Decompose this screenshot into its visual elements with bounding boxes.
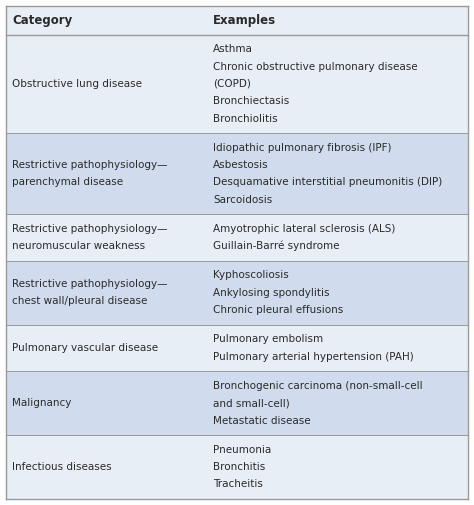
Text: Amyotrophic lateral sclerosis (ALS): Amyotrophic lateral sclerosis (ALS) — [213, 224, 395, 234]
Text: Category: Category — [12, 14, 72, 27]
Text: Pulmonary vascular disease: Pulmonary vascular disease — [12, 343, 158, 353]
Bar — [6, 261, 468, 325]
Bar — [6, 133, 468, 214]
Text: Tracheitis: Tracheitis — [213, 479, 263, 489]
Text: Restrictive pathophysiology—: Restrictive pathophysiology— — [12, 224, 167, 234]
Text: Chronic obstructive pulmonary disease: Chronic obstructive pulmonary disease — [213, 62, 418, 72]
Text: Guillain-Barré syndrome: Guillain-Barré syndrome — [213, 241, 339, 251]
Bar — [6, 371, 468, 435]
Text: Chronic pleural effusions: Chronic pleural effusions — [213, 305, 343, 315]
Text: Pulmonary arterial hypertension (PAH): Pulmonary arterial hypertension (PAH) — [213, 351, 414, 362]
Bar — [6, 35, 468, 133]
Text: Bronchiolitis: Bronchiolitis — [213, 114, 278, 124]
Text: (COPD): (COPD) — [213, 79, 251, 89]
Text: Desquamative interstitial pneumonitis (DIP): Desquamative interstitial pneumonitis (D… — [213, 177, 442, 187]
Text: Pulmonary embolism: Pulmonary embolism — [213, 334, 323, 344]
Text: Kyphoscoliosis: Kyphoscoliosis — [213, 271, 289, 280]
Bar — [6, 435, 468, 499]
Text: Malignancy: Malignancy — [12, 398, 72, 408]
Text: Restrictive pathophysiology—: Restrictive pathophysiology— — [12, 160, 167, 170]
Bar — [6, 214, 468, 261]
Text: Asbestosis: Asbestosis — [213, 160, 269, 170]
Text: Examples: Examples — [213, 14, 276, 27]
Text: Infectious diseases: Infectious diseases — [12, 462, 111, 472]
Text: Idiopathic pulmonary fibrosis (IPF): Idiopathic pulmonary fibrosis (IPF) — [213, 143, 392, 153]
Text: Bronchitis: Bronchitis — [213, 462, 265, 472]
Text: and small-cell): and small-cell) — [213, 398, 290, 408]
Bar — [6, 325, 468, 371]
Text: Sarcoidosis: Sarcoidosis — [213, 195, 272, 205]
Text: Ankylosing spondylitis: Ankylosing spondylitis — [213, 288, 329, 298]
Text: Bronchiectasis: Bronchiectasis — [213, 96, 289, 106]
Text: Metastatic disease: Metastatic disease — [213, 416, 310, 426]
Text: neuromuscular weakness: neuromuscular weakness — [12, 241, 145, 251]
Text: chest wall/pleural disease: chest wall/pleural disease — [12, 296, 147, 307]
Text: Asthma: Asthma — [213, 44, 253, 54]
Text: Restrictive pathophysiology—: Restrictive pathophysiology— — [12, 279, 167, 289]
Bar — [6, 6, 468, 35]
Text: Bronchogenic carcinoma (non-small-cell: Bronchogenic carcinoma (non-small-cell — [213, 381, 423, 391]
Text: Obstructive lung disease: Obstructive lung disease — [12, 79, 142, 89]
Text: parenchymal disease: parenchymal disease — [12, 177, 123, 187]
Text: Pneumonia: Pneumonia — [213, 445, 271, 455]
